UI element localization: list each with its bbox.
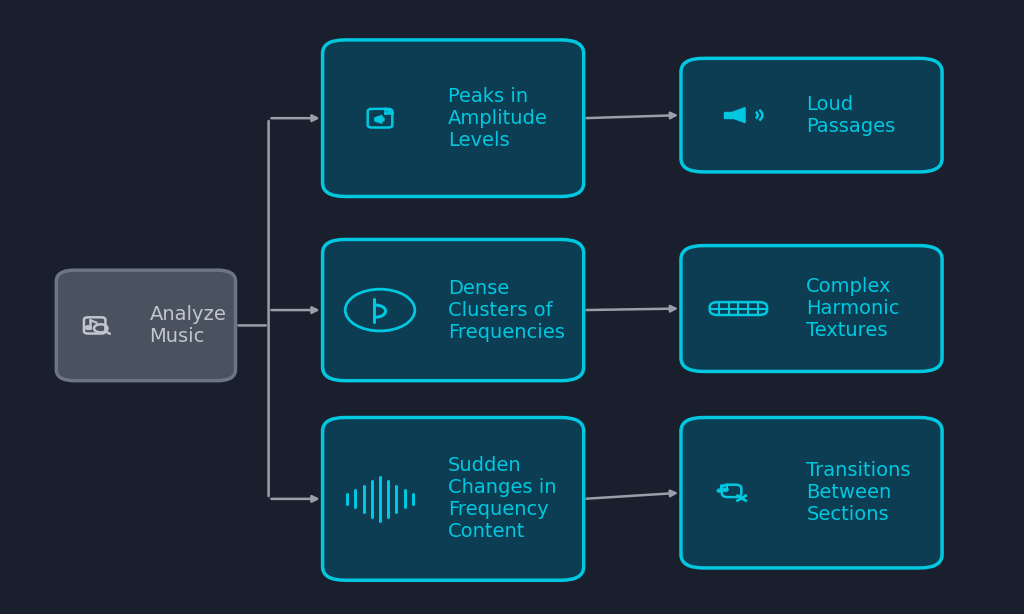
Circle shape — [723, 488, 728, 491]
Text: Transitions
Between
Sections: Transitions Between Sections — [806, 461, 910, 524]
FancyBboxPatch shape — [323, 40, 584, 196]
Polygon shape — [724, 112, 733, 119]
FancyBboxPatch shape — [681, 418, 942, 568]
Text: Analyze
Music: Analyze Music — [150, 305, 226, 346]
FancyBboxPatch shape — [323, 239, 584, 381]
Text: Dense
Clusters of
Frequencies: Dense Clusters of Frequencies — [447, 279, 565, 341]
Circle shape — [85, 326, 91, 330]
Text: Loud
Passages: Loud Passages — [806, 95, 896, 136]
Polygon shape — [733, 107, 745, 123]
Text: Complex
Harmonic
Textures: Complex Harmonic Textures — [806, 277, 900, 340]
FancyBboxPatch shape — [681, 246, 942, 371]
Text: Sudden
Changes in
Frequency
Content: Sudden Changes in Frequency Content — [447, 456, 556, 542]
Circle shape — [717, 489, 722, 492]
FancyBboxPatch shape — [56, 270, 236, 381]
Polygon shape — [378, 115, 382, 123]
FancyBboxPatch shape — [323, 418, 584, 580]
Polygon shape — [375, 117, 378, 122]
FancyBboxPatch shape — [681, 58, 942, 172]
Text: Peaks in
Amplitude
Levels: Peaks in Amplitude Levels — [447, 87, 548, 150]
